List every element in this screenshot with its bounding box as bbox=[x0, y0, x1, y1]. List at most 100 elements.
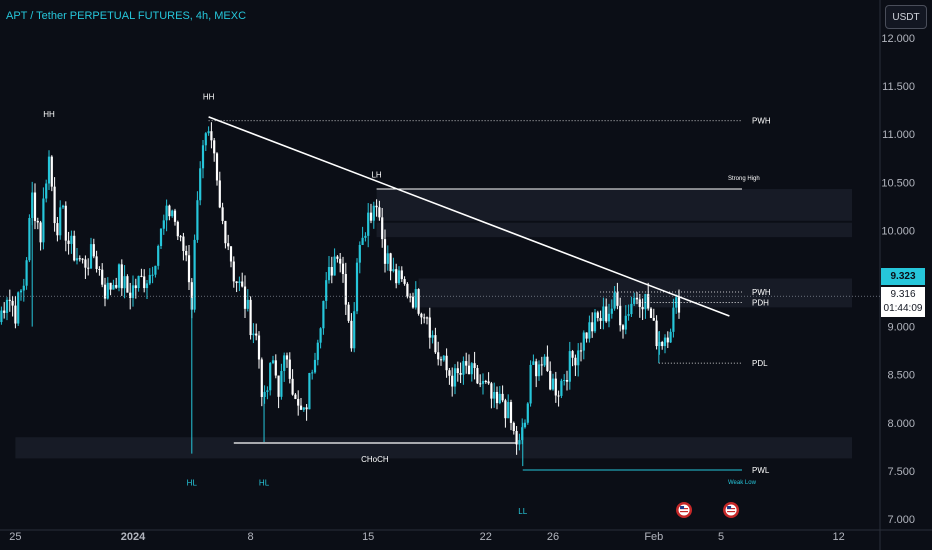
candle-body bbox=[535, 361, 538, 377]
candle-body bbox=[501, 393, 504, 401]
descending-trendline bbox=[208, 116, 730, 317]
candle-body bbox=[229, 246, 233, 262]
candle-body bbox=[288, 359, 291, 379]
candle-body bbox=[187, 255, 191, 283]
candle-body bbox=[148, 275, 151, 284]
candle-body bbox=[599, 318, 602, 321]
candle-body bbox=[185, 250, 188, 256]
swing-label: LH bbox=[371, 170, 381, 179]
candle-body bbox=[560, 380, 563, 396]
flag-stripe bbox=[727, 511, 736, 513]
candle-body bbox=[165, 205, 168, 221]
candle-body bbox=[33, 192, 37, 221]
candle-body bbox=[137, 275, 140, 289]
swing-label: LL bbox=[518, 507, 527, 516]
candle-body bbox=[145, 283, 149, 289]
candle-body bbox=[75, 258, 79, 261]
swing-label: HH bbox=[43, 110, 55, 119]
candle-body bbox=[235, 281, 238, 283]
candle-body bbox=[215, 153, 219, 181]
candle-body bbox=[523, 422, 527, 428]
candle-body bbox=[630, 303, 633, 315]
price-tick-label: 7.000 bbox=[887, 514, 915, 526]
candle-body bbox=[266, 390, 269, 392]
price-tick-label: 8.500 bbox=[887, 370, 915, 382]
candle-body bbox=[677, 297, 681, 313]
candle-body bbox=[543, 356, 546, 366]
candle-body bbox=[308, 373, 311, 410]
candle-body bbox=[134, 285, 137, 289]
candle-body bbox=[389, 253, 392, 272]
candle-body bbox=[333, 256, 336, 276]
candle-body bbox=[39, 222, 42, 243]
candle-body bbox=[627, 314, 630, 316]
candle-body bbox=[204, 133, 207, 146]
candle-body bbox=[658, 341, 661, 347]
candle-body bbox=[495, 391, 499, 404]
candle-body bbox=[227, 243, 230, 247]
candle-body bbox=[322, 300, 325, 329]
candle-body bbox=[56, 223, 59, 236]
level-label: PWH bbox=[752, 117, 771, 126]
supply-demand-zone bbox=[15, 437, 853, 459]
candle-body bbox=[263, 391, 266, 397]
candle-body bbox=[255, 333, 258, 336]
flag-canton bbox=[727, 506, 732, 509]
candle-body bbox=[467, 365, 471, 375]
candle-body bbox=[414, 289, 417, 308]
candle-body bbox=[129, 292, 132, 298]
candle-body bbox=[462, 361, 465, 375]
candle-body bbox=[358, 244, 361, 263]
candle-body bbox=[610, 308, 613, 314]
mark-price-value: 9.316 bbox=[890, 289, 916, 300]
candle-body bbox=[369, 212, 373, 221]
candle-body bbox=[484, 380, 487, 382]
candle-body bbox=[437, 352, 440, 360]
candle-body bbox=[451, 375, 454, 387]
candle-body bbox=[431, 335, 434, 338]
candle-body bbox=[400, 270, 403, 280]
candle-body bbox=[593, 312, 597, 332]
candle-body bbox=[207, 131, 210, 134]
candle-body bbox=[5, 299, 9, 313]
time-tick-label: 8 bbox=[248, 531, 254, 543]
candle-body bbox=[115, 285, 118, 288]
candle-body bbox=[157, 245, 160, 266]
candle-body bbox=[327, 267, 331, 281]
time-tick-label: 12 bbox=[832, 531, 844, 543]
candle-body bbox=[218, 180, 221, 208]
time-tick-label: 26 bbox=[547, 531, 559, 543]
candle-body bbox=[347, 304, 350, 321]
candle-body bbox=[512, 422, 515, 431]
supply-demand-zone bbox=[376, 189, 853, 221]
candle-body bbox=[607, 313, 611, 322]
swing-label: HH bbox=[203, 93, 215, 102]
currency-button[interactable]: USDT bbox=[885, 5, 927, 29]
candle-body bbox=[579, 350, 583, 352]
candle-body bbox=[439, 359, 443, 361]
supply-demand-zone bbox=[418, 278, 853, 308]
candle-body bbox=[126, 276, 129, 293]
candle-body bbox=[442, 355, 445, 361]
candle-body bbox=[311, 372, 314, 374]
candle-body bbox=[246, 299, 249, 309]
candle-body bbox=[473, 363, 476, 369]
candle-body bbox=[280, 370, 283, 397]
level-label: PWH bbox=[752, 288, 771, 297]
time-tick-label: 15 bbox=[362, 531, 374, 543]
candle-body bbox=[504, 400, 507, 419]
candle-body bbox=[277, 375, 280, 397]
candle-body bbox=[661, 341, 664, 347]
candle-body bbox=[529, 364, 532, 404]
price-tick-label: 11.500 bbox=[882, 81, 915, 93]
time-tick-label: 5 bbox=[718, 531, 724, 543]
candle-body bbox=[143, 276, 146, 289]
candle-body bbox=[641, 306, 644, 310]
price-tick-label: 12.000 bbox=[881, 33, 915, 45]
candle-body bbox=[602, 306, 605, 321]
candle-body bbox=[291, 378, 294, 395]
candle-body bbox=[353, 311, 356, 349]
candle-body bbox=[487, 381, 490, 384]
level-label: Weak Low bbox=[728, 480, 757, 486]
